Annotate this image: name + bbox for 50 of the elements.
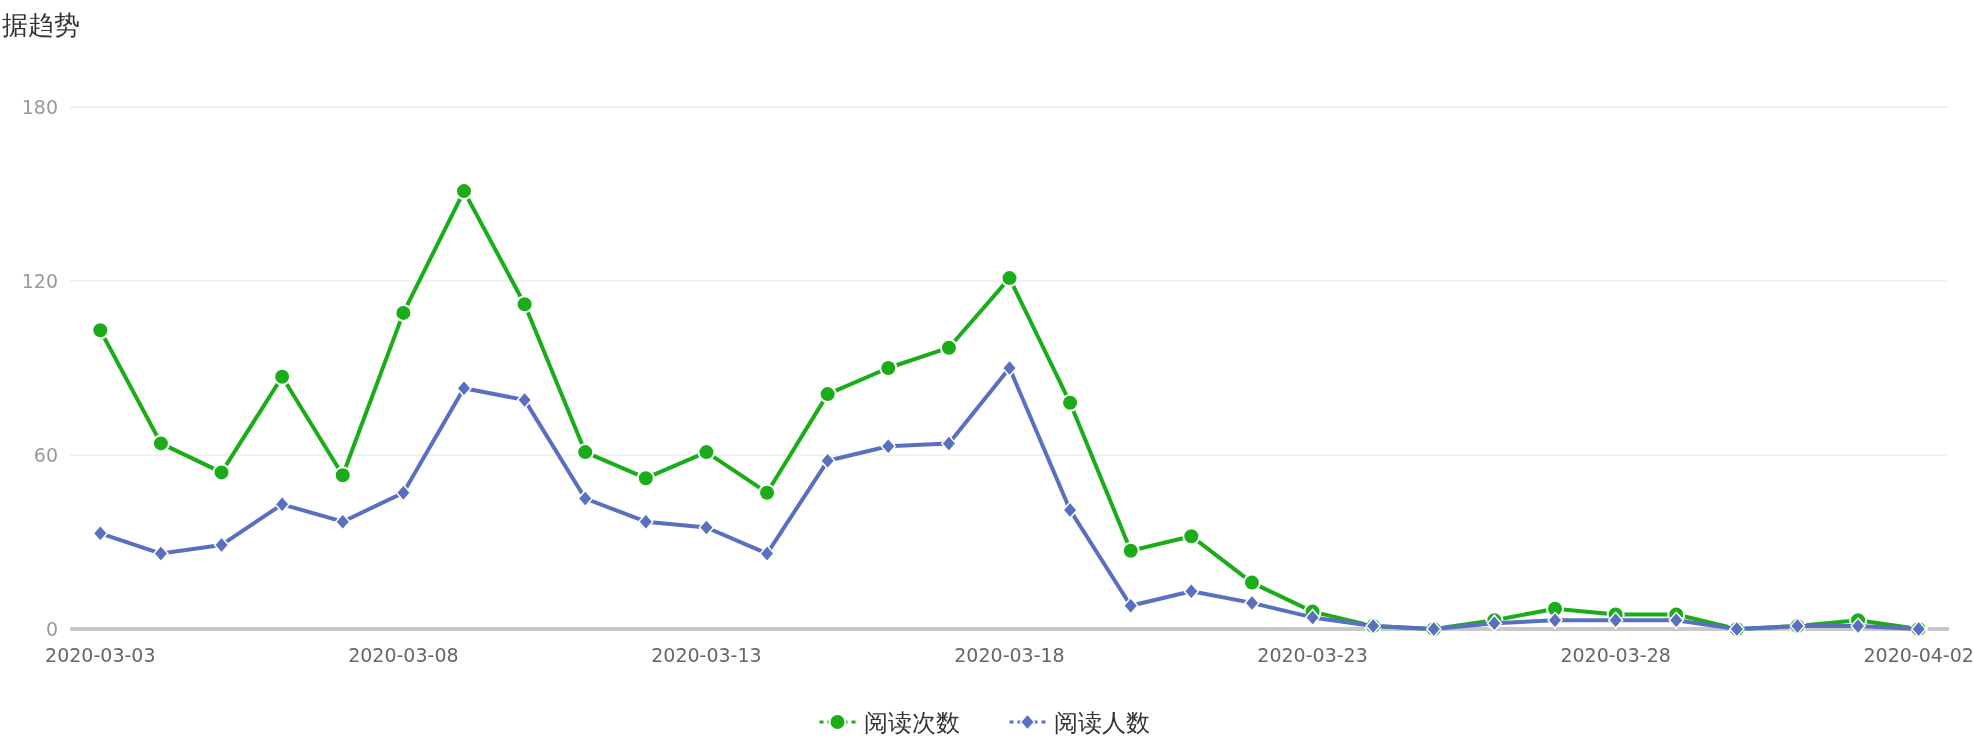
x-tick-label: 2020-03-18 bbox=[954, 644, 1065, 666]
point bbox=[759, 544, 775, 563]
y-tick-label: 0 bbox=[45, 618, 58, 640]
y-tick-label: 120 bbox=[21, 270, 58, 292]
point bbox=[1547, 611, 1563, 630]
point bbox=[1061, 393, 1080, 412]
point bbox=[1001, 359, 1018, 377]
legend-label: 阅读人数 bbox=[1053, 709, 1150, 737]
point bbox=[516, 391, 533, 409]
point bbox=[1242, 573, 1261, 592]
point bbox=[1668, 611, 1684, 630]
x-tick-label: 2020-03-03 bbox=[45, 644, 156, 666]
point bbox=[1121, 541, 1140, 560]
point bbox=[212, 463, 231, 482]
point bbox=[1182, 527, 1201, 546]
point bbox=[213, 536, 230, 554]
x-tick-label: 2020-03-28 bbox=[1560, 644, 1671, 666]
point bbox=[1850, 617, 1866, 635]
point bbox=[636, 469, 655, 488]
x-tick-label: 2020-03-23 bbox=[1257, 644, 1368, 666]
y-tick-label: 180 bbox=[21, 96, 58, 118]
point bbox=[577, 489, 593, 508]
point bbox=[273, 367, 292, 386]
point bbox=[698, 518, 715, 537]
x-tick-label: 2020-04-02 bbox=[1863, 644, 1974, 666]
x-tick-label: 2020-03-13 bbox=[651, 644, 762, 666]
point bbox=[939, 338, 958, 357]
point bbox=[1304, 608, 1321, 627]
x-tick-label: 2020-03-08 bbox=[348, 644, 459, 666]
point bbox=[395, 483, 412, 502]
point bbox=[1000, 269, 1019, 288]
point bbox=[91, 321, 110, 340]
point bbox=[333, 466, 352, 485]
point bbox=[1122, 597, 1139, 615]
point bbox=[819, 452, 836, 470]
point bbox=[1244, 594, 1260, 612]
point bbox=[515, 295, 534, 314]
legend-label: 阅读次数 bbox=[863, 709, 960, 737]
point bbox=[818, 385, 837, 404]
point bbox=[1062, 501, 1078, 519]
point bbox=[153, 544, 169, 563]
y-tick-label: 60 bbox=[33, 444, 58, 466]
point bbox=[394, 303, 413, 322]
point bbox=[941, 434, 957, 453]
point bbox=[456, 379, 472, 398]
point bbox=[151, 434, 170, 453]
point bbox=[879, 359, 898, 377]
point bbox=[1607, 611, 1624, 630]
point bbox=[880, 437, 897, 456]
chart-title: 据趋势 bbox=[2, 10, 80, 40]
